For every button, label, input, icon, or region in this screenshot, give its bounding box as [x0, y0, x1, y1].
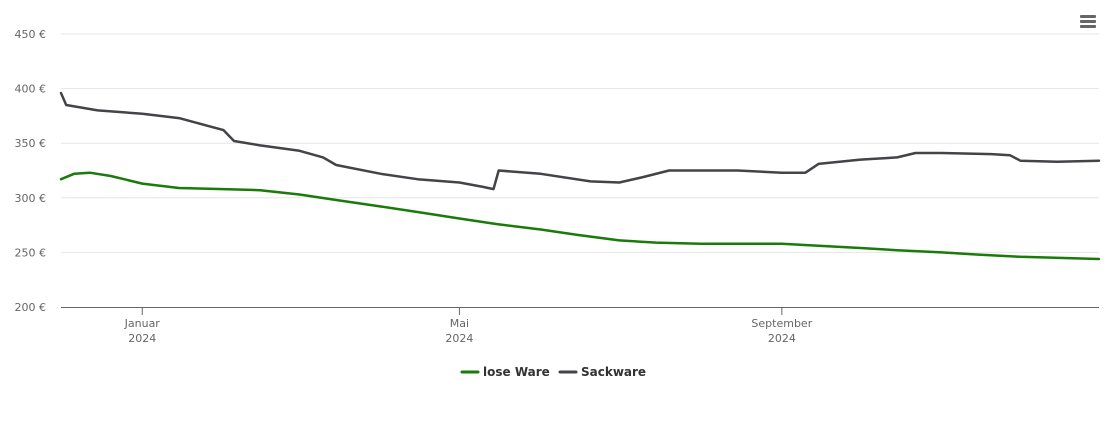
x-tick-label: Mai [450, 317, 469, 330]
legend-item-label[interactable]: Sackware [581, 365, 646, 379]
x-tick-year-label: 2024 [768, 332, 796, 345]
series-line-1[interactable] [59, 91, 1101, 191]
y-tick-label: 250 € [15, 246, 47, 259]
x-tick-label: September [751, 317, 812, 330]
x-tick-year-label: 2024 [445, 332, 473, 345]
y-tick-label: 300 € [15, 192, 47, 205]
legend-item-label[interactable]: lose Ware [483, 365, 550, 379]
y-axis: 200 € 250 € 300 € 350 € 400 € 450 € [15, 28, 47, 314]
y-tick-label: 400 € [15, 83, 47, 96]
x-tick-label: Januar [124, 317, 161, 330]
series-lines [59, 91, 1101, 261]
series-line-0[interactable] [59, 171, 1101, 261]
y-tick-label: 350 € [15, 137, 47, 150]
y-tick-label: 200 € [15, 301, 47, 314]
legend[interactable]: lose Ware Sackware [460, 365, 646, 379]
x-axis: Januar 2024 Mai 2024 September 2024 [61, 307, 1099, 345]
x-tick-year-label: 2024 [128, 332, 156, 345]
hamburger-menu-icon[interactable] [1078, 12, 1098, 32]
grid-lines [61, 33, 1099, 253]
y-tick-label: 450 € [15, 28, 47, 41]
